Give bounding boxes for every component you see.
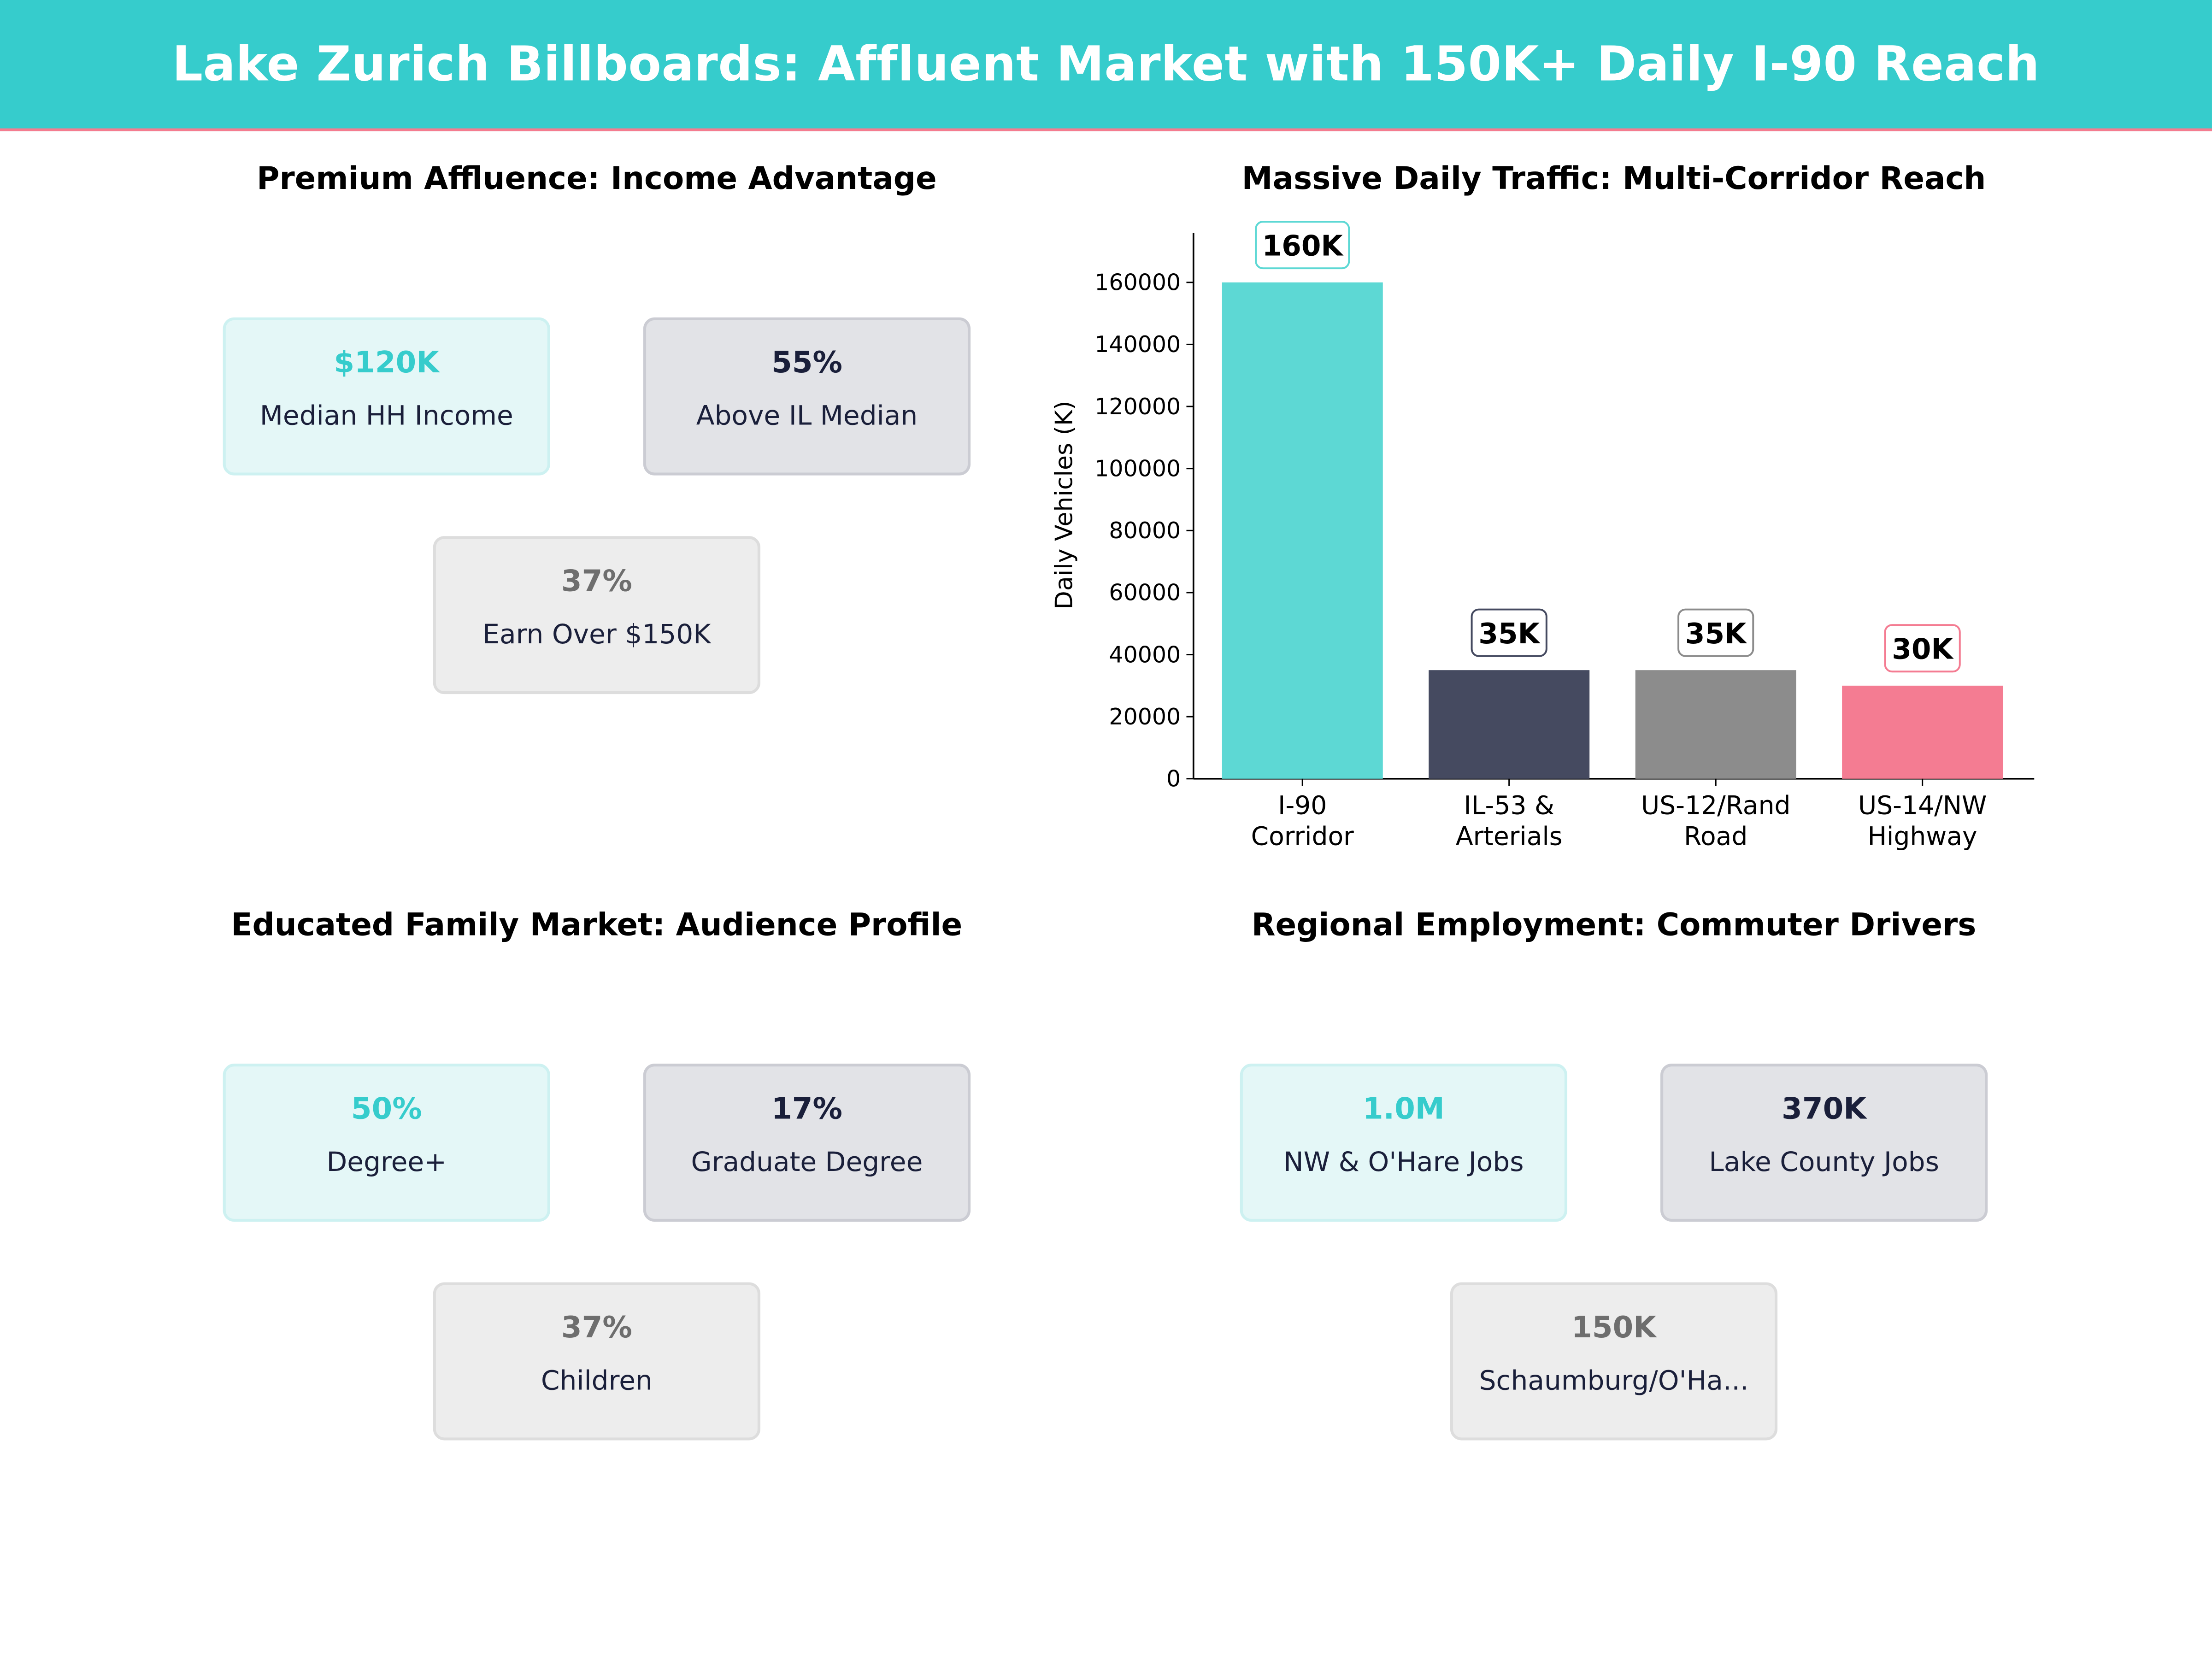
stat-card-above-il-median: 55% Above IL Median bbox=[643, 317, 971, 476]
stat-label: Degree+ bbox=[326, 1147, 447, 1178]
bar-3 bbox=[1842, 685, 2003, 779]
stat-card-lake-county-jobs: 370K Lake County Jobs bbox=[1660, 1064, 1988, 1222]
stat-label: Lake County Jobs bbox=[1709, 1147, 1939, 1178]
stat-label: Schaumburg/O'Ha... bbox=[1479, 1365, 1749, 1397]
y-tick-label: 120000 bbox=[1094, 394, 1181, 420]
stat-value: 370K bbox=[1782, 1092, 1867, 1126]
data-label: 160K bbox=[1262, 230, 1344, 263]
x-tick-label: Corridor bbox=[1251, 822, 1354, 851]
affluence-panel-title: Premium Affluence: Income Advantage bbox=[257, 162, 937, 198]
stat-value: 55% bbox=[771, 345, 842, 380]
y-tick-label: 0 bbox=[1166, 766, 1181, 792]
y-tick-label: 160000 bbox=[1094, 270, 1181, 296]
stat-card-earn-over-150k: 37% Earn Over $150K bbox=[433, 536, 760, 694]
traffic-chart-title: Massive Daily Traffic: Multi-Corridor Re… bbox=[1241, 162, 1986, 198]
stat-label: NW & O'Hare Jobs bbox=[1283, 1147, 1524, 1178]
bar-0 bbox=[1222, 282, 1383, 779]
stat-card-children: 37% Children bbox=[433, 1282, 760, 1441]
y-tick-label: 60000 bbox=[1109, 580, 1181, 606]
x-tick-label: I-90 bbox=[1278, 790, 1327, 820]
page-title: Lake Zurich Billboards: Affluent Market … bbox=[172, 36, 2040, 93]
education-panel-title: Educated Family Market: Audience Profile bbox=[231, 908, 963, 944]
data-label-box bbox=[1884, 624, 1961, 673]
header-banner: Lake Zurich Billboards: Affluent Market … bbox=[0, 0, 2212, 131]
data-label: 35K bbox=[1685, 618, 1747, 650]
stat-value: 50% bbox=[351, 1092, 422, 1126]
x-tick-label: US-12/Rand bbox=[1641, 790, 1791, 820]
y-axis-label: Daily Vehicles (K) bbox=[1051, 401, 1078, 610]
data-label-box bbox=[1677, 608, 1754, 657]
stat-card-schaumburg-jobs: 150K Schaumburg/O'Ha... bbox=[1450, 1282, 1778, 1441]
y-tick-label: 20000 bbox=[1109, 704, 1181, 730]
x-tick-label: Road bbox=[1684, 822, 1747, 851]
stat-card-graduate-degree: 17% Graduate Degree bbox=[643, 1064, 971, 1222]
y-tick-label: 140000 bbox=[1094, 331, 1181, 358]
stat-value: 150K bbox=[1571, 1310, 1656, 1345]
stat-value: $120K bbox=[334, 345, 440, 380]
x-tick-label: Highway bbox=[1868, 822, 1977, 851]
y-tick-label: 40000 bbox=[1109, 641, 1181, 668]
x-tick-label: IL-53 & bbox=[1464, 790, 1554, 820]
stat-value: 37% bbox=[561, 1310, 632, 1345]
x-tick-label: Arterials bbox=[1456, 822, 1563, 851]
employment-panel-title: Regional Employment: Commuter Drivers bbox=[1251, 908, 1977, 944]
data-label-box bbox=[1471, 608, 1547, 657]
stat-label: Children bbox=[541, 1365, 653, 1397]
stat-value: 17% bbox=[771, 1092, 842, 1126]
stat-card-nw-ohare-jobs: 1.0M NW & O'Hare Jobs bbox=[1240, 1064, 1567, 1222]
data-label: 35K bbox=[1478, 618, 1541, 650]
data-label: 30K bbox=[1892, 633, 1954, 666]
bar-2 bbox=[1635, 670, 1796, 779]
y-tick-label: 80000 bbox=[1109, 518, 1181, 544]
stat-value: 1.0M bbox=[1362, 1092, 1445, 1126]
bar-1 bbox=[1429, 670, 1590, 779]
stat-card-median-income: $120K Median HH Income bbox=[223, 317, 550, 476]
x-tick-label: US-14/NW bbox=[1858, 790, 1987, 820]
data-label-box bbox=[1255, 221, 1350, 270]
stat-card-degree: 50% Degree+ bbox=[223, 1064, 550, 1222]
y-tick-label: 100000 bbox=[1094, 456, 1181, 482]
stat-value: 37% bbox=[561, 564, 632, 598]
stat-label: Graduate Degree bbox=[691, 1147, 923, 1178]
